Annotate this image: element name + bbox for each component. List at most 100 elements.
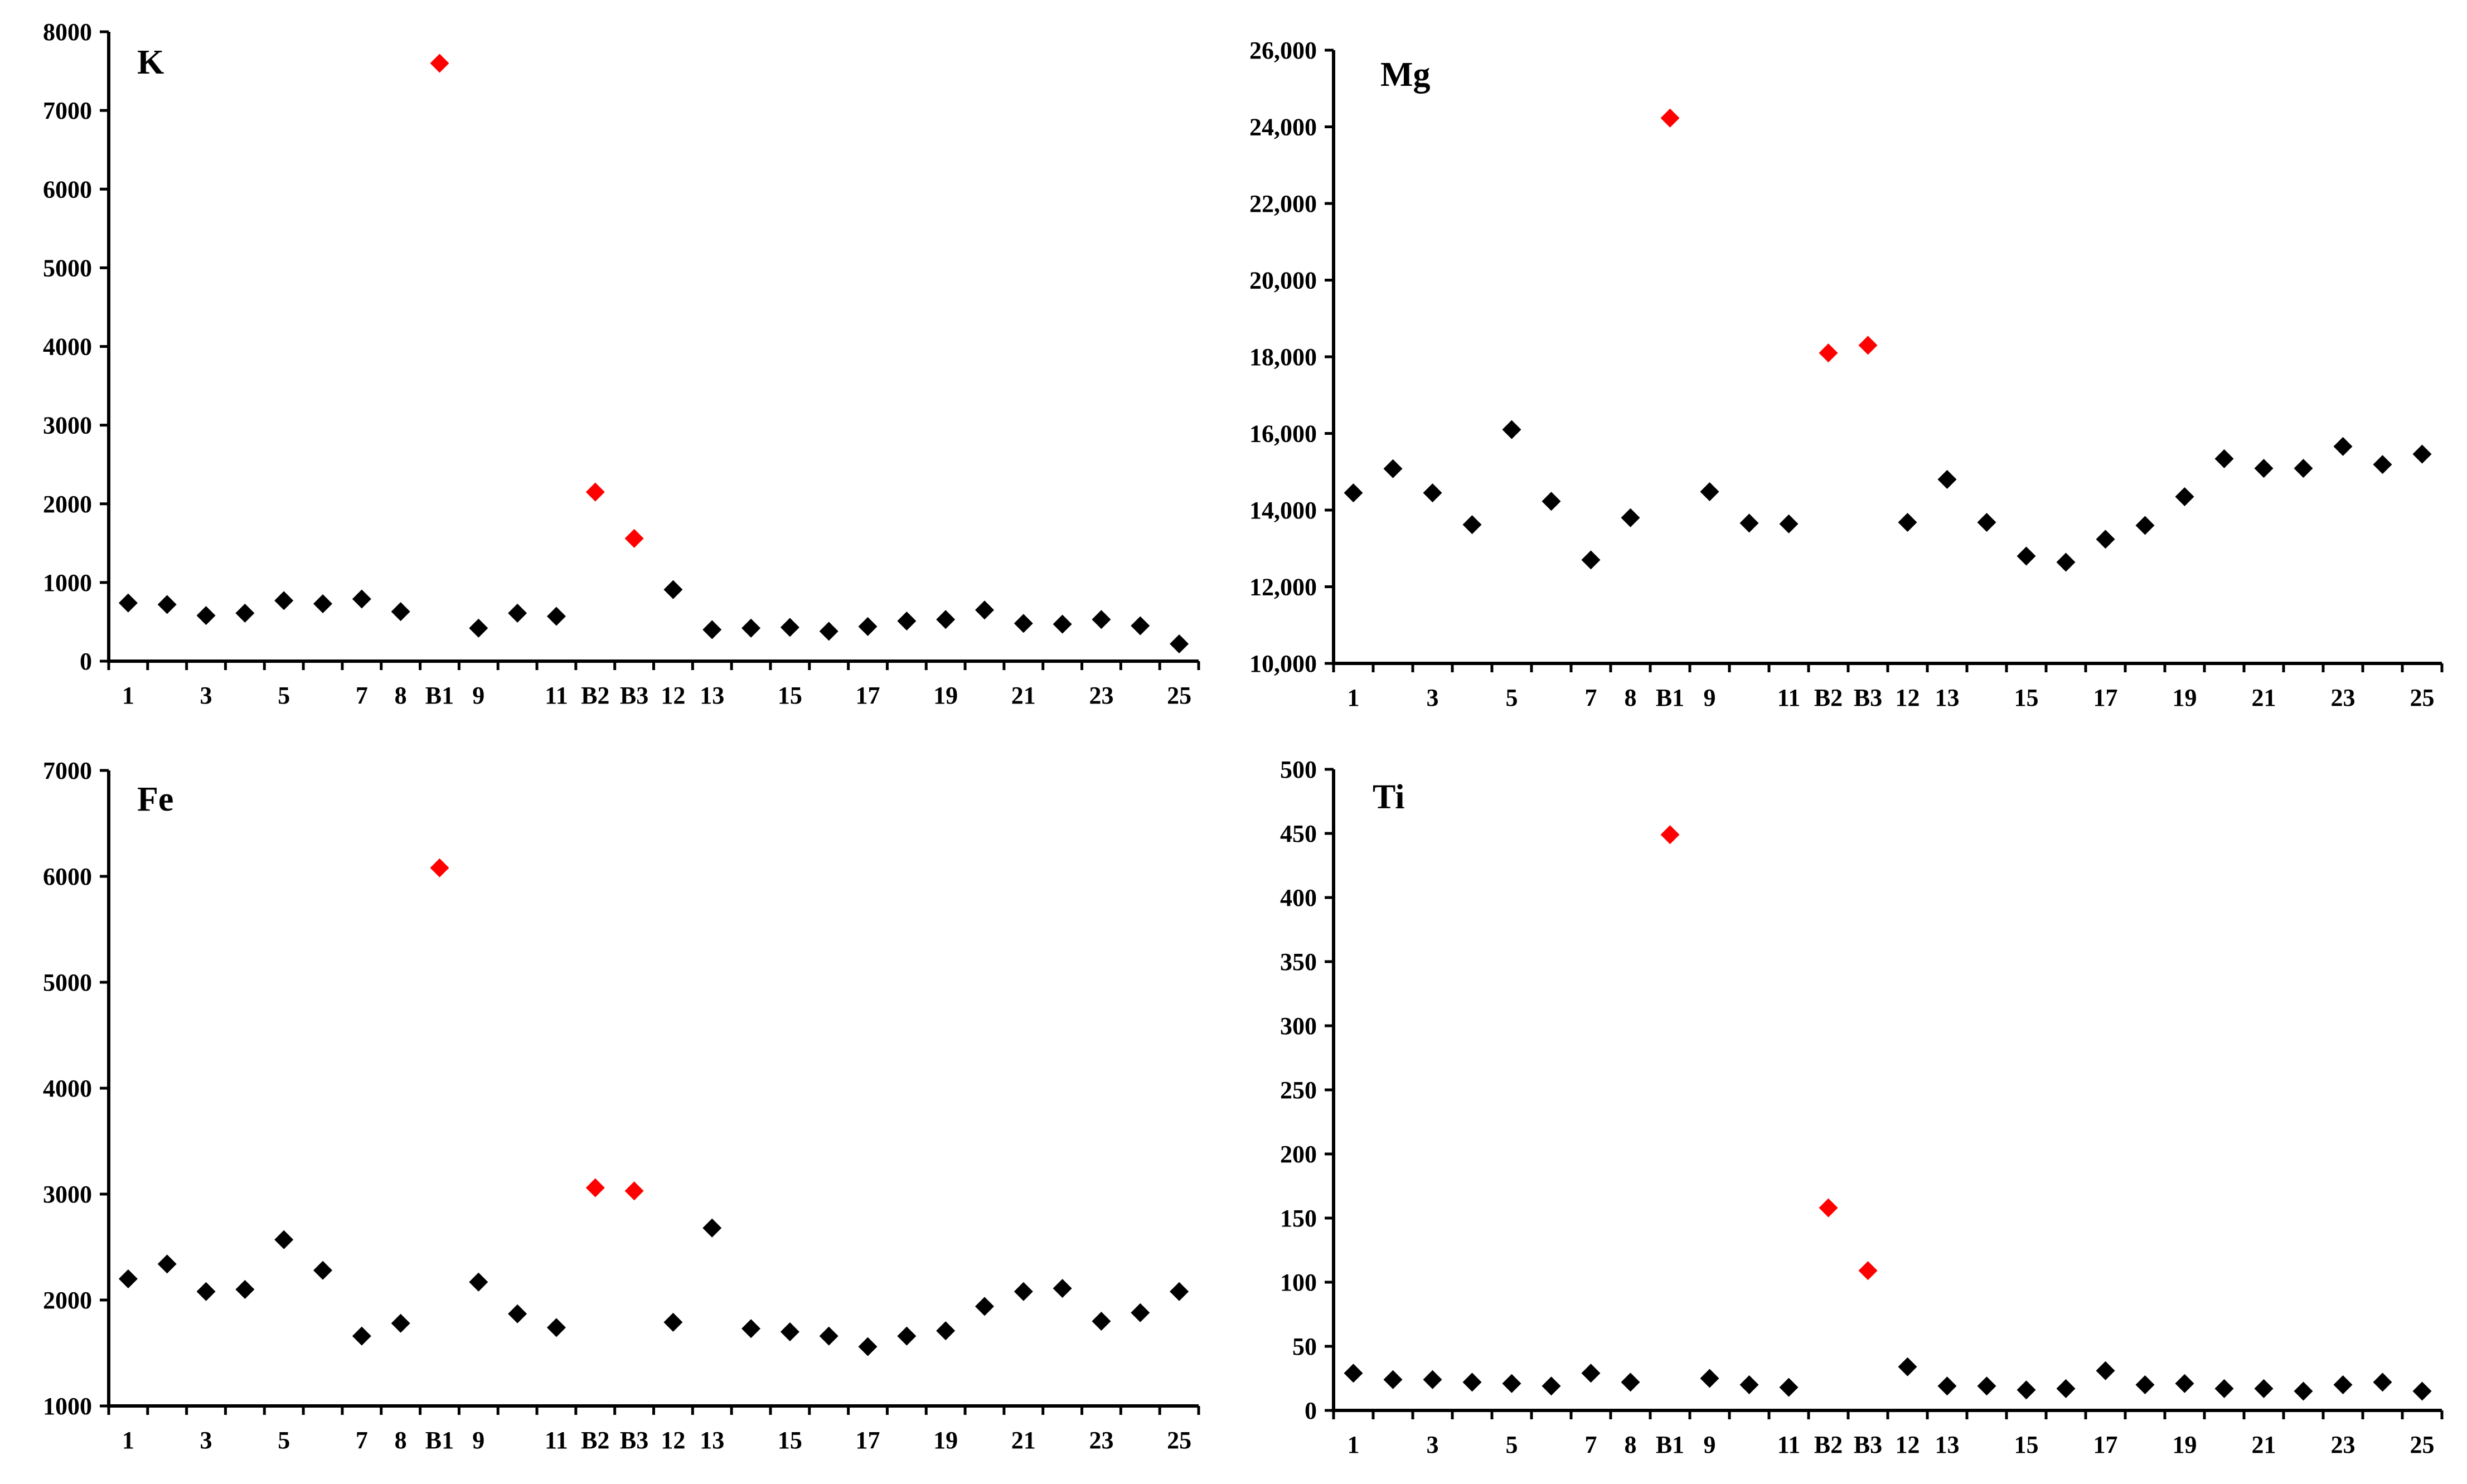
axis-lines: [107, 32, 1199, 663]
x-tick-label: 7: [356, 1427, 368, 1454]
data-point: [2412, 444, 2432, 464]
data-point: [274, 1230, 294, 1249]
x-tick-label: 25: [1167, 682, 1191, 709]
x-tick-label: 21: [2252, 1431, 2276, 1458]
x-tick-label: 23: [1089, 682, 1113, 709]
y-tick-label: 22,000: [1249, 190, 1317, 217]
data-point: [819, 622, 839, 641]
data-point: [157, 1254, 177, 1274]
x-tick-label: 19: [2173, 684, 2197, 711]
x-tick-label: 8: [395, 682, 407, 709]
data-point: [1502, 420, 1521, 439]
y-tick-label: 1000: [43, 1393, 92, 1420]
x-tick-label: 21: [1011, 682, 1036, 709]
x-tick-label: B1: [1656, 1431, 1684, 1458]
x-tick-label: B3: [620, 682, 648, 709]
data-point: [2017, 1380, 2036, 1400]
data-point: [1383, 459, 1403, 478]
data-point: [2294, 1381, 2313, 1401]
y-tick-label: 50: [1292, 1333, 1317, 1360]
data-point: [2175, 487, 2194, 506]
x-tick-label: B2: [581, 1427, 609, 1454]
y-tick-label: 450: [1280, 820, 1317, 847]
data-point: [1344, 1364, 1363, 1383]
data-point: [1462, 1373, 1482, 1392]
data-point: [196, 1282, 216, 1301]
data-point: [1779, 1378, 1799, 1397]
data-point: [936, 1321, 956, 1341]
x-tick-label: 8: [395, 1427, 407, 1454]
y-tick-label: 0: [80, 648, 92, 675]
axis-lines: [107, 770, 1199, 1408]
y-tick-label: 2000: [43, 1287, 92, 1314]
y-tick-label: 2000: [43, 491, 92, 518]
x-tick-label: 12: [1896, 1431, 1920, 1458]
x-tick-label: 1: [122, 1427, 134, 1454]
data-point: [897, 612, 917, 631]
data-point: [1014, 614, 1033, 633]
data-point: [391, 1313, 410, 1333]
data-point: [430, 54, 449, 73]
x-tick-label: B2: [581, 682, 609, 709]
data-point: [352, 1326, 371, 1346]
data-point: [936, 610, 956, 629]
x-tick-label: 13: [700, 1427, 724, 1454]
data-point: [624, 1181, 644, 1201]
data-point: [1621, 1373, 1640, 1392]
data-point: [2412, 1381, 2432, 1401]
y-tick-label: 6000: [43, 863, 92, 890]
data-point: [508, 603, 527, 623]
data-point: [1542, 492, 1561, 511]
x-tick-label: 19: [2173, 1431, 2197, 1458]
y-tick-label: 500: [1280, 756, 1317, 783]
data-point: [118, 1269, 138, 1288]
x-tick-label: 3: [200, 1427, 212, 1454]
x-tick-label: 17: [2093, 684, 2118, 711]
data-point: [1819, 1198, 1838, 1218]
x-tick-label: 11: [1777, 1431, 1801, 1458]
x-tick-label: 11: [545, 682, 568, 709]
data-point: [235, 1280, 255, 1299]
x-tick-label: 1: [122, 682, 134, 709]
axis-lines: [1332, 769, 2442, 1412]
data-point: [702, 620, 722, 639]
data-point: [1977, 513, 1996, 532]
y-tick-label: 100: [1280, 1269, 1317, 1296]
x-tick-label: 25: [1167, 1427, 1191, 1454]
y-tick-label: 0: [1305, 1397, 1317, 1424]
data-point: [2373, 1373, 2392, 1392]
y-tick-label: 3000: [43, 1181, 92, 1208]
x-tick-label: 7: [1585, 1431, 1597, 1458]
data-point: [1053, 614, 1072, 634]
data-point: [546, 1318, 566, 1337]
panel-title: Ti: [1373, 778, 1404, 816]
data-point: [1898, 1357, 1917, 1376]
y-tick-label: 18,000: [1249, 343, 1317, 371]
data-point: [1581, 1364, 1601, 1383]
x-tick-label: 23: [1089, 1427, 1113, 1454]
x-tick-label: 9: [472, 1427, 484, 1454]
panel-title: K: [137, 43, 164, 81]
y-tick-label: 26,000: [1249, 37, 1317, 64]
data-point: [2096, 530, 2115, 549]
data-point: [196, 606, 216, 625]
data-point: [469, 1272, 488, 1292]
x-tick-label: 17: [2093, 1431, 2118, 1458]
data-point: [1937, 1376, 1957, 1396]
data-point: [2373, 455, 2392, 474]
data-point: [2175, 1374, 2194, 1393]
x-tick-label: 12: [661, 1427, 685, 1454]
x-tick-label: 5: [1506, 684, 1518, 711]
data-point: [1660, 825, 1680, 845]
data-point: [1170, 634, 1189, 653]
x-tick-label: B3: [1854, 684, 1882, 711]
x-tick-label: 15: [778, 682, 802, 709]
y-tick-label: 12,000: [1249, 574, 1317, 601]
data-point: [1344, 483, 1363, 503]
x-tick-label: 13: [1935, 1431, 1960, 1458]
x-tick-label: 13: [1935, 684, 1960, 711]
data-point: [1092, 1312, 1111, 1331]
y-tick-label: 6000: [43, 176, 92, 203]
data-point: [624, 528, 644, 548]
data-point: [2333, 437, 2353, 456]
